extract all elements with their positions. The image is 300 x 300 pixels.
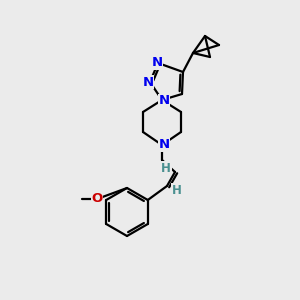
Text: N: N xyxy=(142,76,154,88)
Text: H: H xyxy=(161,161,171,175)
Text: H: H xyxy=(172,184,182,196)
Text: N: N xyxy=(158,139,169,152)
Text: N: N xyxy=(152,56,163,70)
Text: O: O xyxy=(92,193,103,206)
Text: N: N xyxy=(158,94,169,107)
